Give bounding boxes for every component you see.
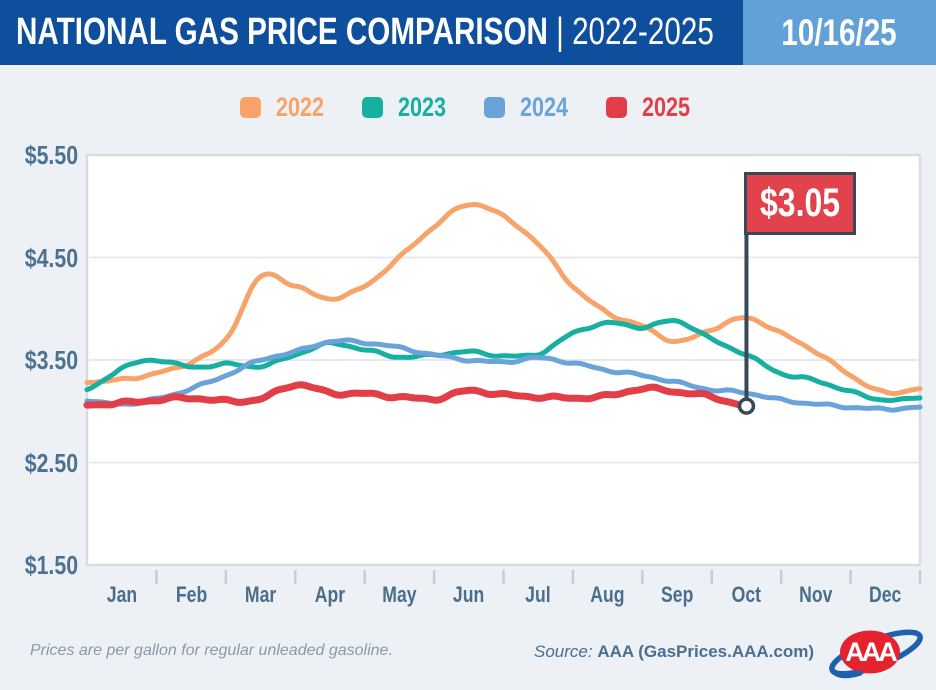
legend-swatch-2023 bbox=[361, 97, 383, 118]
footnote: Prices are per gallon for regular unlead… bbox=[30, 642, 393, 659]
y-axis-label-3.50: $3.50 bbox=[24, 345, 78, 375]
x-tick-label-apr: Apr bbox=[314, 582, 346, 607]
aaa-logo-oval bbox=[840, 630, 900, 674]
y-axis-label-2.50: $2.50 bbox=[24, 447, 78, 478]
legend-item-2024: 2024 bbox=[484, 92, 574, 123]
series-line-2025 bbox=[83, 381, 750, 410]
x-tick-label-oct: Oct bbox=[731, 582, 762, 607]
date-badge: 10/16/25 bbox=[743, 0, 936, 65]
y-axis-label-4.50: $4.50 bbox=[24, 242, 78, 273]
legend-item-2023: 2023 bbox=[361, 92, 452, 123]
source-attribution: Source: AAA (GasPrices.AAA.com) bbox=[534, 642, 814, 662]
flag-endpoint-circle bbox=[737, 397, 756, 415]
aaa-logo-swoosh-tail bbox=[830, 668, 863, 679]
header-bar: NATIONAL GAS PRICE COMPARISON | 2022-202… bbox=[0, 0, 936, 65]
x-tick-label-feb: Feb bbox=[175, 582, 207, 607]
aaa-logo-text: AAA bbox=[845, 637, 897, 667]
chart-legend: 2022 2023 2024 2025 bbox=[0, 92, 936, 123]
legend-label-2022: 2022 bbox=[275, 92, 324, 122]
source-label: Source: bbox=[534, 642, 593, 661]
legend-swatch-2025 bbox=[606, 97, 628, 118]
legend-item-2022: 2022 bbox=[239, 92, 330, 123]
x-tick-label-jun: Jun bbox=[453, 582, 485, 607]
x-tick-label-may: May bbox=[382, 582, 417, 607]
legend-label-2023: 2023 bbox=[397, 92, 446, 122]
legend-label-2025: 2025 bbox=[642, 92, 691, 122]
y-axis-label-1.50: $1.50 bbox=[24, 550, 78, 580]
x-tick-label-sep: Sep bbox=[660, 582, 694, 607]
legend-item-2025: 2025 bbox=[606, 92, 696, 123]
x-tick-label-jul: Jul bbox=[525, 582, 551, 607]
aaa-logo: AAA bbox=[829, 629, 923, 679]
x-tick-label-nov: Nov bbox=[799, 582, 833, 607]
x-tick-label-jan: Jan bbox=[106, 582, 137, 607]
x-tick-label-mar: Mar bbox=[244, 582, 277, 607]
series-line-2024 bbox=[84, 337, 923, 413]
legend-swatch-2024 bbox=[484, 97, 505, 118]
series-line-2023 bbox=[84, 318, 923, 403]
date-text: 10/16/25 bbox=[781, 11, 898, 53]
y-axis-label-5.50: $5.50 bbox=[24, 140, 78, 170]
legend-swatch-2022 bbox=[239, 97, 261, 118]
price-callout-text: $3.05 bbox=[760, 181, 841, 225]
source-value: AAA (GasPrices.AAA.com) bbox=[597, 642, 814, 661]
page-title: NATIONAL GAS PRICE COMPARISON | 2022-202… bbox=[0, 0, 911, 65]
price-callout-flag: $3.05 bbox=[744, 172, 857, 235]
x-tick-label-aug: Aug bbox=[590, 582, 625, 607]
page-title-period: | 2022-2025 bbox=[556, 11, 714, 53]
page-title-main: NATIONAL GAS PRICE COMPARISON bbox=[16, 11, 548, 53]
legend-label-2024: 2024 bbox=[520, 92, 569, 122]
x-tick-label-dec: Dec bbox=[869, 582, 902, 607]
